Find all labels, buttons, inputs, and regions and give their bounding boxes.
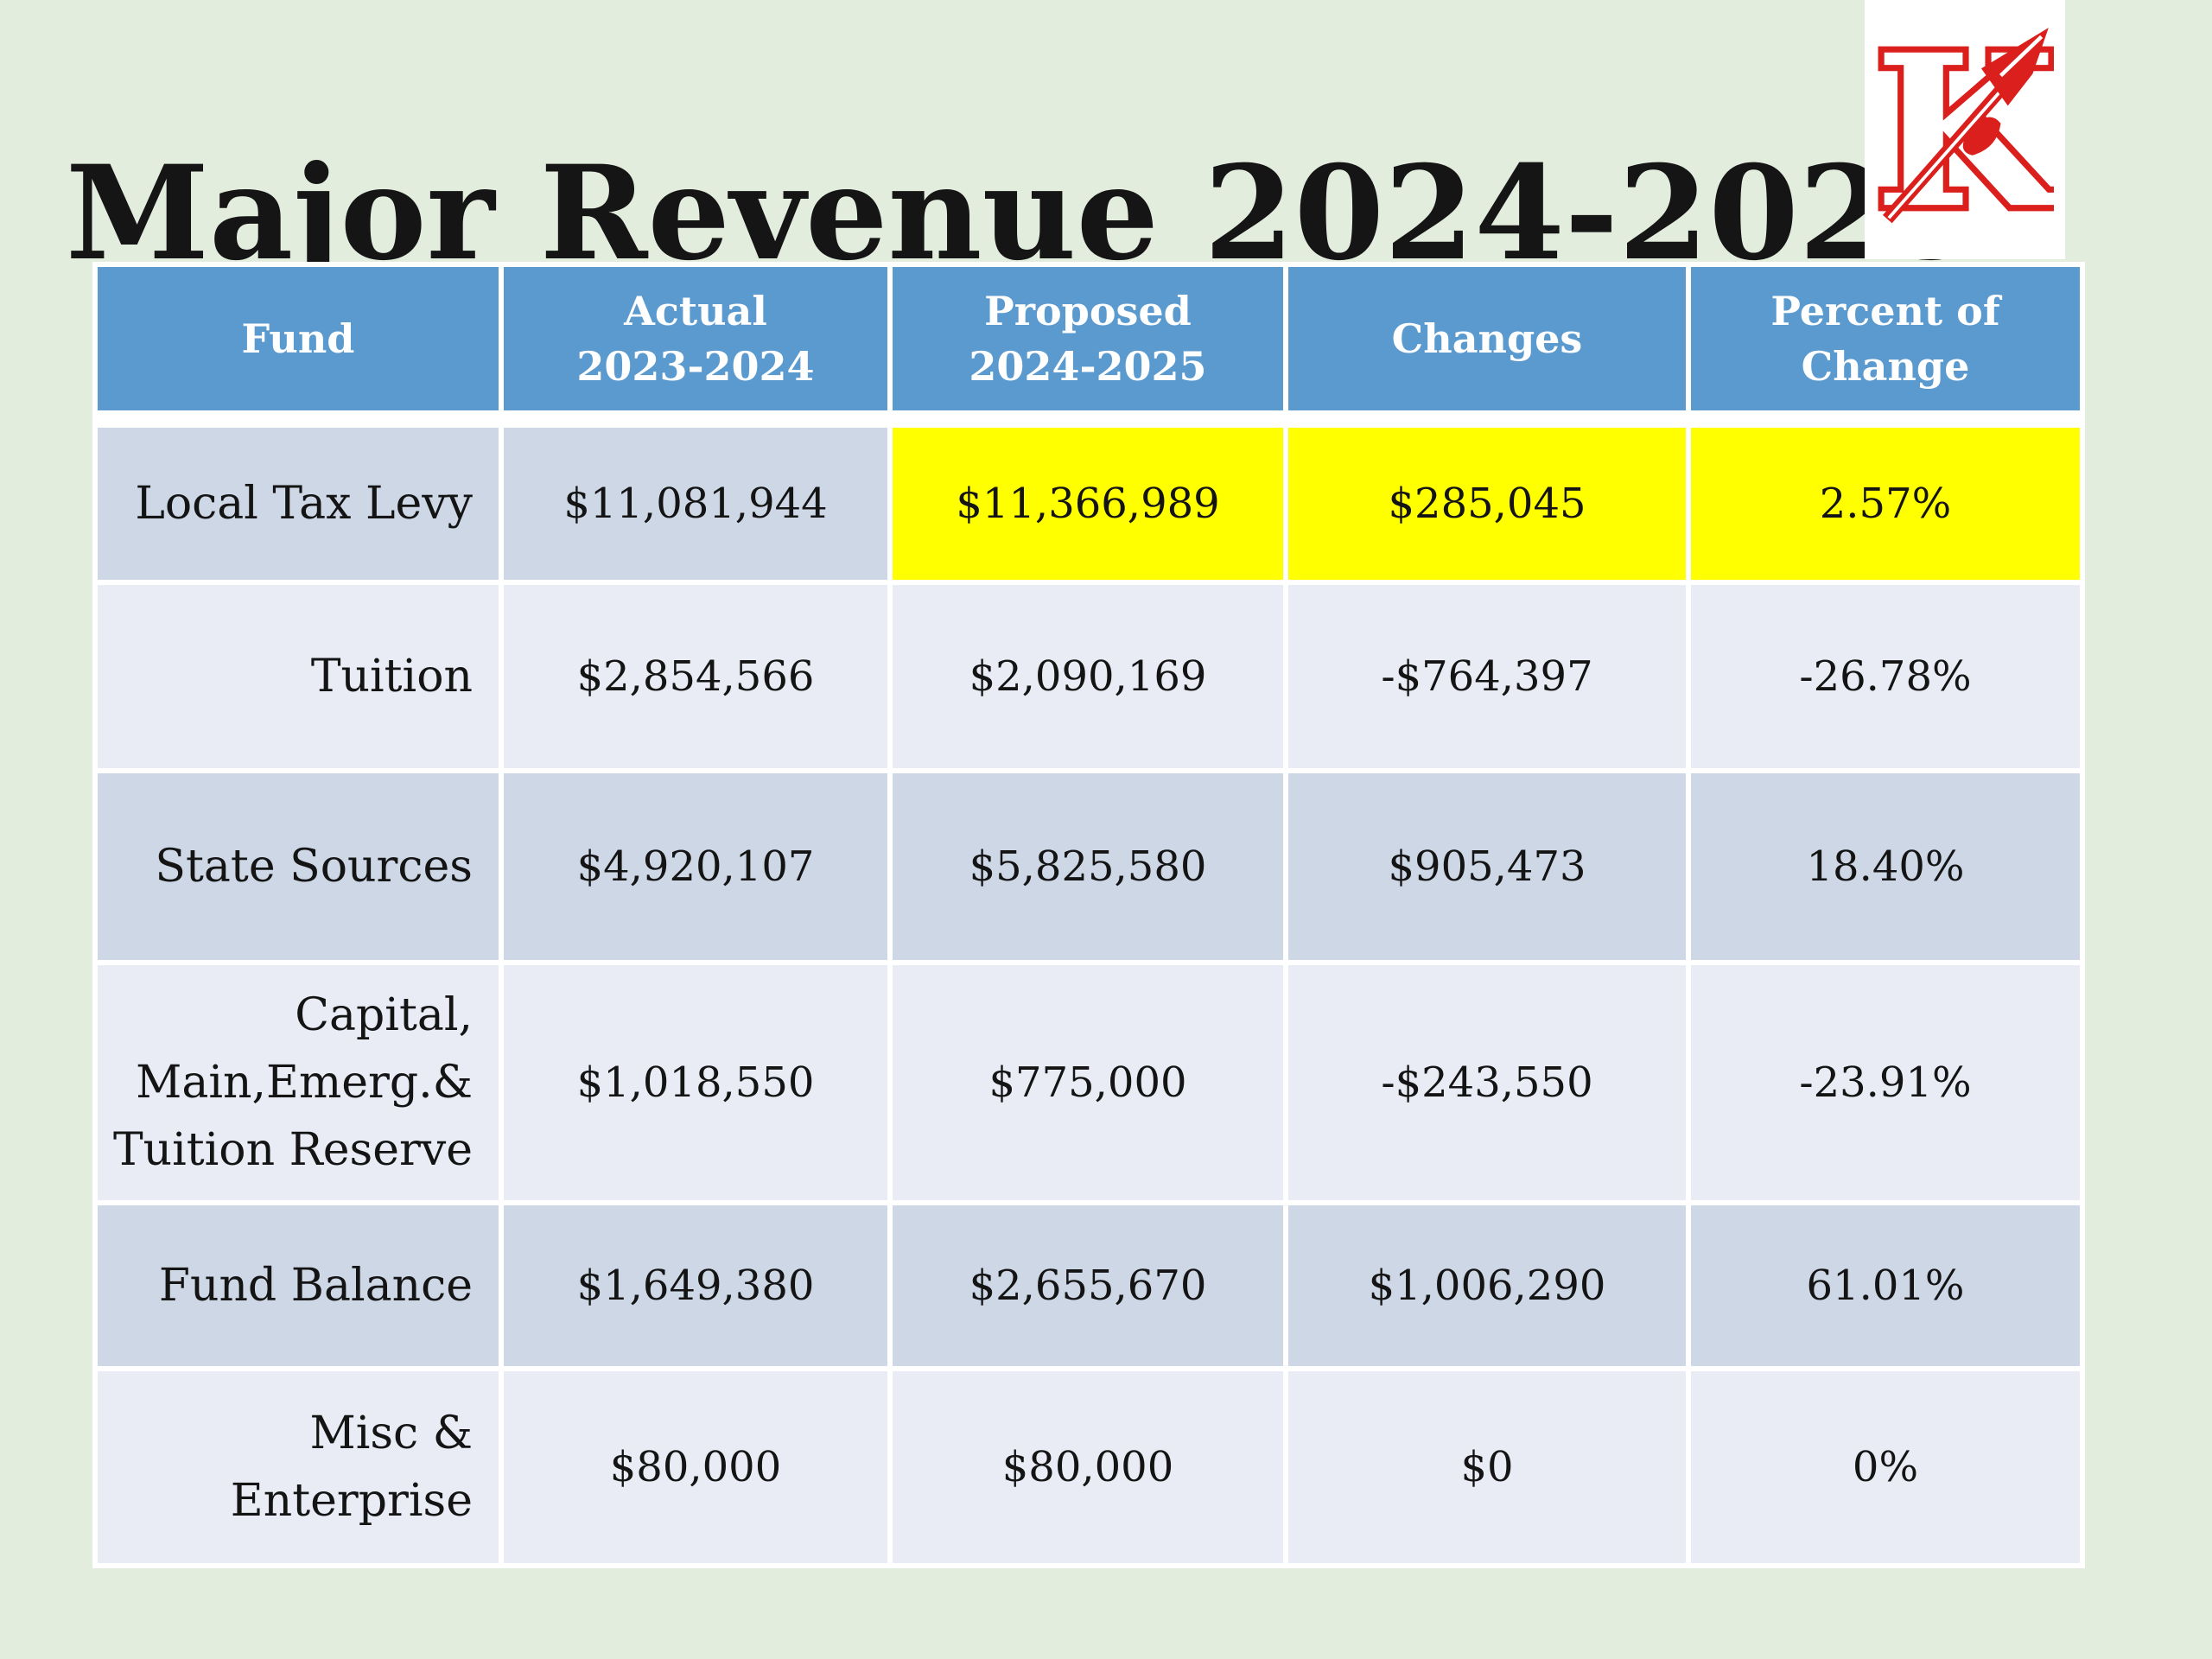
column-header-actual: Actual 2023-2024 [499, 262, 893, 428]
arrow-shaft-stripe [1887, 77, 2013, 219]
fund-cell: Misc & Enterprise [92, 1366, 504, 1568]
percent-cell: -23.91% [1686, 960, 2085, 1205]
actual-cell: $80,000 [499, 1366, 893, 1568]
school-logo: K [1865, 0, 2065, 259]
table-row-fund-balance: Fund Balance $1,649,380 $2,655,670 $1,00… [92, 1200, 2085, 1371]
proposed-cell: $11,366,989 [887, 416, 1288, 585]
fund-cell: Fund Balance [92, 1200, 504, 1371]
changes-cell: $905,473 [1283, 768, 1691, 965]
column-header-changes: Changes [1283, 262, 1691, 428]
column-header-fund: Fund [92, 262, 504, 428]
fund-cell: Tuition [92, 580, 504, 773]
fund-cell: Local Tax Levy [92, 416, 504, 585]
table-row-local-tax-levy: Local Tax Levy $11,081,944 $11,366,989 $… [92, 416, 2085, 585]
actual-cell: $4,920,107 [499, 768, 893, 965]
major-revenue-table: Fund Actual 2023-2024 Proposed 2024-2025… [92, 262, 2085, 1568]
percent-cell: -26.78% [1686, 580, 2085, 773]
proposed-cell: $775,000 [887, 960, 1288, 1205]
percent-cell: 0% [1686, 1366, 2085, 1568]
table-row-capital-main-emerg-tuition-reserve: Capital, Main,Emerg.& Tuition Reserve $1… [92, 960, 2085, 1205]
fund-cell: State Sources [92, 768, 504, 965]
percent-cell: 2.57% [1686, 416, 2085, 585]
actual-cell: $2,854,566 [499, 580, 893, 773]
proposed-cell: $2,655,670 [887, 1200, 1288, 1371]
fund-cell: Capital, Main,Emerg.& Tuition Reserve [92, 960, 504, 1205]
changes-cell: -$243,550 [1283, 960, 1691, 1205]
changes-cell: $0 [1283, 1366, 1691, 1568]
column-header-percent-of-change: Percent of Change [1686, 262, 2085, 428]
table-row-misc-enterprise: Misc & Enterprise $80,000 $80,000 $0 0% [92, 1366, 2085, 1568]
k-arrow-logo-icon: K [1877, 12, 2054, 245]
header-row: Fund Actual 2023-2024 Proposed 2024-2025… [92, 262, 2085, 428]
table-row-state-sources: State Sources $4,920,107 $5,825,580 $905… [92, 768, 2085, 965]
proposed-cell: $5,825,580 [887, 768, 1288, 965]
changes-cell: -$764,397 [1283, 580, 1691, 773]
percent-cell: 61.01% [1686, 1200, 2085, 1371]
arrowhead-detail [1999, 35, 2043, 78]
actual-cell: $1,649,380 [499, 1200, 893, 1371]
arrow-ribbon [1962, 117, 2000, 156]
page-title: Major Revenue 2024-2025 [66, 137, 1980, 289]
changes-cell: $285,045 [1283, 416, 1691, 585]
proposed-cell: $80,000 [887, 1366, 1288, 1568]
changes-cell: $1,006,290 [1283, 1200, 1691, 1371]
percent-cell: 18.40% [1686, 768, 2085, 965]
actual-cell: $1,018,550 [499, 960, 893, 1205]
proposed-cell: $2,090,169 [887, 580, 1288, 773]
table-row-tuition: Tuition $2,854,566 $2,090,169 -$764,397 … [92, 580, 2085, 773]
column-header-proposed: Proposed 2024-2025 [887, 262, 1288, 428]
actual-cell: $11,081,944 [499, 416, 893, 585]
